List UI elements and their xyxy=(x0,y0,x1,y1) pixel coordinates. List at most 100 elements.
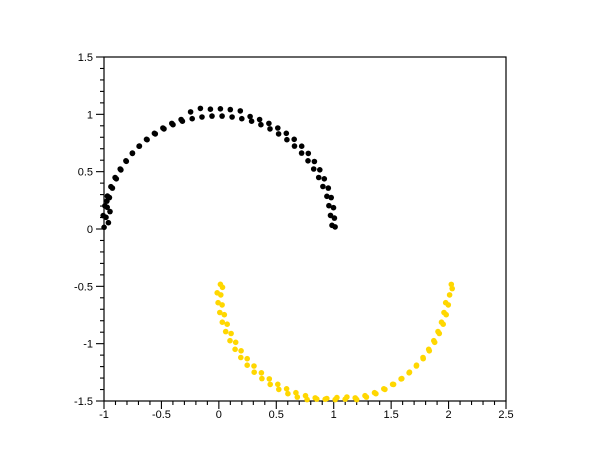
data-point xyxy=(284,136,290,143)
data-point xyxy=(294,394,301,400)
y-axis: -1.5 -1 -0.5 0 0.5 1 1.5 xyxy=(74,52,104,408)
y-tick-label: 1.5 xyxy=(78,52,93,64)
y-tick-label: 1 xyxy=(87,109,93,121)
data-point xyxy=(232,339,239,346)
data-point xyxy=(441,309,447,316)
data-point xyxy=(160,125,166,131)
data-point xyxy=(326,202,332,209)
data-point xyxy=(109,185,116,191)
y-tick-label: -0.5 xyxy=(74,281,93,293)
data-point xyxy=(217,106,224,112)
data-point xyxy=(442,299,449,306)
data-point xyxy=(310,166,317,172)
data-point xyxy=(324,395,330,402)
data-point xyxy=(327,212,334,219)
x-tick-label: 2.5 xyxy=(498,409,513,421)
data-point xyxy=(291,136,298,143)
data-point xyxy=(123,158,130,165)
data-point xyxy=(189,115,195,122)
data-point xyxy=(276,386,282,393)
data-point xyxy=(311,158,318,165)
data-point xyxy=(187,109,194,115)
data-point xyxy=(207,106,214,112)
data-point xyxy=(406,369,413,376)
data-point xyxy=(247,113,253,120)
data-point xyxy=(178,116,184,123)
data-point xyxy=(151,130,158,137)
data-point xyxy=(113,176,120,182)
data-point xyxy=(256,116,263,123)
data-point xyxy=(219,113,225,119)
data-point xyxy=(218,292,224,298)
data-point xyxy=(267,381,274,388)
data-point xyxy=(334,394,340,401)
data-point xyxy=(305,158,311,164)
data-point xyxy=(315,174,322,181)
data-point xyxy=(293,389,299,396)
data-point xyxy=(101,224,107,231)
data-point xyxy=(446,292,453,298)
data-point xyxy=(258,121,264,128)
data-point xyxy=(331,215,338,221)
x-tick-label: -1 xyxy=(99,409,109,421)
data-point xyxy=(209,113,215,119)
x-tick-label: 2 xyxy=(446,409,452,421)
data-point xyxy=(431,337,437,344)
data-point xyxy=(320,183,326,190)
x-axis: -1 -0.5 0 0.5 1 1.5 2 2.5 xyxy=(99,401,514,421)
data-point xyxy=(222,328,229,335)
data-point xyxy=(291,143,298,149)
data-point xyxy=(219,319,226,326)
x-tick-label: 0.5 xyxy=(269,409,284,421)
data-point xyxy=(244,355,250,362)
data-point xyxy=(136,143,142,149)
data-point xyxy=(344,394,350,400)
y-tick-label: -1 xyxy=(83,339,93,351)
data-point xyxy=(275,381,281,388)
data-point xyxy=(285,390,291,397)
data-point xyxy=(413,362,420,369)
x-tick-label: -0.5 xyxy=(152,409,171,421)
series-moon-lower xyxy=(214,281,456,403)
data-point xyxy=(227,337,233,344)
data-point xyxy=(103,214,109,221)
data-point xyxy=(239,115,245,122)
data-point xyxy=(248,118,255,124)
data-point xyxy=(221,311,228,318)
x-tick-label: 1.5 xyxy=(383,409,398,421)
data-point xyxy=(197,105,204,112)
data-point xyxy=(382,386,388,393)
data-point xyxy=(304,396,310,403)
data-point xyxy=(325,185,332,191)
data-point xyxy=(275,125,281,131)
data-point xyxy=(266,120,272,127)
data-point xyxy=(438,319,445,326)
data-point xyxy=(104,198,110,204)
data-point xyxy=(399,375,405,382)
data-point xyxy=(329,222,335,229)
data-point xyxy=(219,302,225,308)
data-point xyxy=(238,348,244,354)
data-point xyxy=(251,363,257,369)
data-point xyxy=(449,285,456,292)
data-point xyxy=(283,130,290,137)
data-point xyxy=(317,167,323,173)
data-point xyxy=(105,219,112,226)
data-point xyxy=(219,284,226,291)
data-point xyxy=(118,167,124,173)
data-point xyxy=(238,354,244,361)
data-point xyxy=(298,150,305,156)
data-point xyxy=(232,346,238,353)
data-point xyxy=(224,321,230,328)
x-tick-label: 0 xyxy=(216,409,222,421)
plot-frame xyxy=(103,56,507,402)
data-point xyxy=(420,354,426,361)
data-point xyxy=(425,346,432,353)
data-point xyxy=(275,131,282,137)
data-point xyxy=(324,193,330,200)
data-point xyxy=(305,150,312,157)
data-point xyxy=(244,362,250,369)
data-point xyxy=(259,375,265,382)
data-point xyxy=(373,390,379,397)
